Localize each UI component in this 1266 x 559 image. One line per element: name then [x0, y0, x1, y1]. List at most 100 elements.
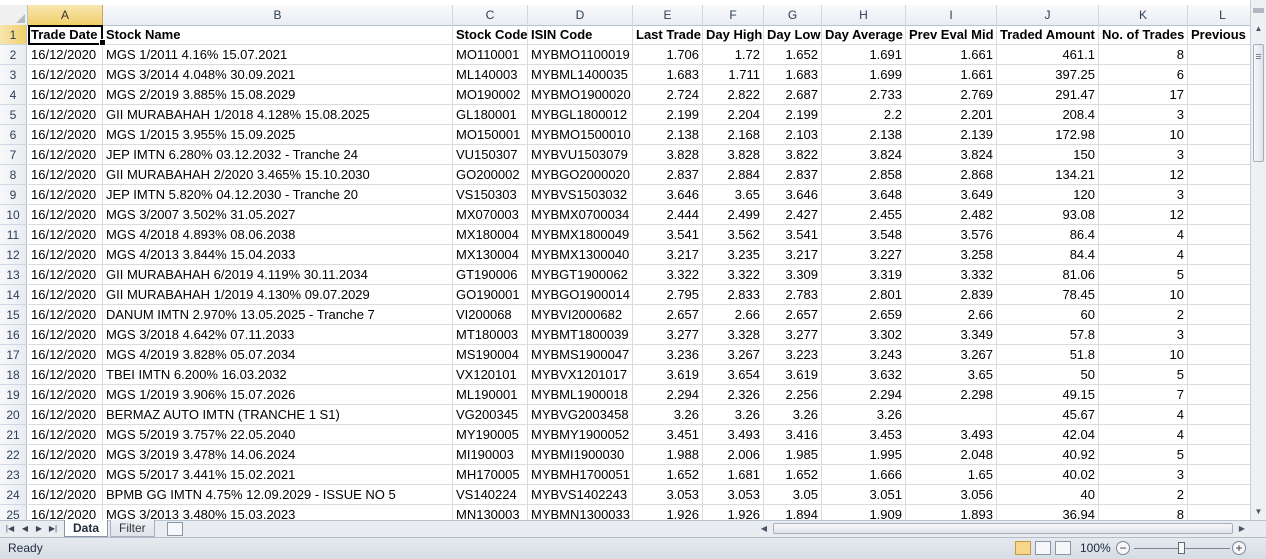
cell[interactable]: MY190005 [453, 425, 528, 445]
cell[interactable] [1188, 385, 1250, 405]
cell[interactable]: 3.243 [822, 345, 906, 365]
cell[interactable]: MO190002 [453, 85, 528, 105]
cell[interactable]: 3.322 [703, 265, 764, 285]
cell[interactable]: 1.926 [703, 505, 764, 520]
column-header-d[interactable]: D [528, 5, 633, 25]
cell[interactable] [1188, 85, 1250, 105]
horizontal-scrollbar[interactable]: ◀ ▶ [755, 521, 1250, 537]
cell[interactable]: 3.541 [764, 225, 822, 245]
cell[interactable]: MGS 1/2011 4.16% 15.07.2021 [103, 45, 453, 65]
cell[interactable]: 51.8 [997, 345, 1099, 365]
cell[interactable]: 2.783 [764, 285, 822, 305]
cell[interactable]: 4 [1099, 245, 1188, 265]
cell[interactable]: GO190001 [453, 285, 528, 305]
cell[interactable]: MGS 2/2019 3.885% 15.08.2029 [103, 85, 453, 105]
row-header[interactable]: 13 [0, 265, 27, 285]
cell[interactable]: GL180001 [453, 105, 528, 125]
cell[interactable]: 3.056 [906, 485, 997, 505]
row-header[interactable]: 7 [0, 145, 27, 165]
vertical-scroll-thumb[interactable] [1253, 44, 1264, 162]
cell[interactable]: 1.65 [906, 465, 997, 485]
last-sheet-icon[interactable]: ▶| [48, 524, 58, 533]
cell[interactable]: 3.822 [764, 145, 822, 165]
column-title-cell[interactable]: Prev Eval Mid [906, 25, 997, 45]
cell[interactable]: 78.45 [997, 285, 1099, 305]
cell[interactable]: 2.294 [822, 385, 906, 405]
cell[interactable]: 93.08 [997, 205, 1099, 225]
cell[interactable]: 16/12/2020 [28, 365, 103, 385]
cell[interactable]: 2.138 [633, 125, 703, 145]
cell[interactable]: 16/12/2020 [28, 125, 103, 145]
scroll-up-icon[interactable]: ▲ [1254, 24, 1263, 33]
cell[interactable]: 45.67 [997, 405, 1099, 425]
cell[interactable]: 150 [997, 145, 1099, 165]
cell[interactable]: MYBML1900018 [528, 385, 633, 405]
cell[interactable]: MGS 3/2007 3.502% 31.05.2027 [103, 205, 453, 225]
cell[interactable]: MS190004 [453, 345, 528, 365]
column-header-c[interactable]: C [453, 5, 528, 25]
cell[interactable]: 134.21 [997, 165, 1099, 185]
cell[interactable]: 1.985 [764, 445, 822, 465]
cell[interactable]: 16/12/2020 [28, 65, 103, 85]
zoom-slider-handle[interactable] [1178, 542, 1185, 554]
cell[interactable]: MGS 4/2018 4.893% 08.06.2038 [103, 225, 453, 245]
cell[interactable]: 3.26 [703, 405, 764, 425]
cell[interactable]: 2.006 [703, 445, 764, 465]
cell[interactable]: BERMAZ AUTO IMTN (TRANCHE 1 S1) [103, 405, 453, 425]
cell[interactable]: 3.328 [703, 325, 764, 345]
row-header[interactable]: 18 [0, 365, 27, 385]
cell[interactable]: TBEI IMTN 6.200% 16.03.2032 [103, 365, 453, 385]
cell[interactable]: 3.236 [633, 345, 703, 365]
prev-sheet-icon[interactable]: ◀ [21, 524, 29, 533]
cell[interactable]: 40.92 [997, 445, 1099, 465]
cell[interactable]: MYBVG2003458 [528, 405, 633, 425]
cell[interactable]: 16/12/2020 [28, 305, 103, 325]
cell[interactable] [1188, 405, 1250, 425]
cell[interactable]: 3 [1099, 185, 1188, 205]
cell[interactable] [1188, 45, 1250, 65]
column-header-h[interactable]: H [822, 5, 906, 25]
cell[interactable]: 461.1 [997, 45, 1099, 65]
cell[interactable]: 16/12/2020 [28, 265, 103, 285]
cell[interactable]: 7 [1099, 385, 1188, 405]
cell[interactable]: 3.217 [633, 245, 703, 265]
cell[interactable]: MT180003 [453, 325, 528, 345]
cell[interactable]: 3 [1099, 145, 1188, 165]
row-header[interactable]: 9 [0, 185, 27, 205]
cell[interactable] [1188, 205, 1250, 225]
cell[interactable]: 3.632 [822, 365, 906, 385]
cell[interactable]: 10 [1099, 345, 1188, 365]
cell[interactable]: 2.801 [822, 285, 906, 305]
cell[interactable]: 57.8 [997, 325, 1099, 345]
cell[interactable]: GII MURABAHAH 1/2019 4.130% 09.07.2029 [103, 285, 453, 305]
cell[interactable]: MYBGO1900014 [528, 285, 633, 305]
cell[interactable] [1188, 325, 1250, 345]
cell[interactable]: 16/12/2020 [28, 505, 103, 520]
cell[interactable]: 3.451 [633, 425, 703, 445]
cell[interactable] [1188, 65, 1250, 85]
cell[interactable]: 3.562 [703, 225, 764, 245]
cell[interactable]: 3 [1099, 465, 1188, 485]
cell[interactable]: 1.652 [764, 465, 822, 485]
cell[interactable] [1188, 145, 1250, 165]
cell[interactable]: 3.824 [822, 145, 906, 165]
cell[interactable]: 3.258 [906, 245, 997, 265]
cell[interactable]: 2.139 [906, 125, 997, 145]
cell[interactable]: 172.98 [997, 125, 1099, 145]
cell[interactable]: 3.648 [822, 185, 906, 205]
cell[interactable]: 5 [1099, 265, 1188, 285]
cell[interactable] [1188, 125, 1250, 145]
cell[interactable]: MYBGO2000020 [528, 165, 633, 185]
cell[interactable]: 1.894 [764, 505, 822, 520]
column-title-cell[interactable]: Stock Name [103, 25, 453, 45]
cell[interactable] [1188, 165, 1250, 185]
first-sheet-icon[interactable]: |◀ [5, 524, 15, 533]
cell[interactable]: MGS 1/2019 3.906% 15.07.2026 [103, 385, 453, 405]
page-layout-view-icon[interactable] [1035, 541, 1051, 555]
cell[interactable]: 42.04 [997, 425, 1099, 445]
cell[interactable]: MGS 4/2019 3.828% 05.07.2034 [103, 345, 453, 365]
cell[interactable]: MYBMX0700034 [528, 205, 633, 225]
row-header[interactable]: 2 [0, 45, 27, 65]
cell[interactable]: 1.699 [822, 65, 906, 85]
cell[interactable]: 2.659 [822, 305, 906, 325]
